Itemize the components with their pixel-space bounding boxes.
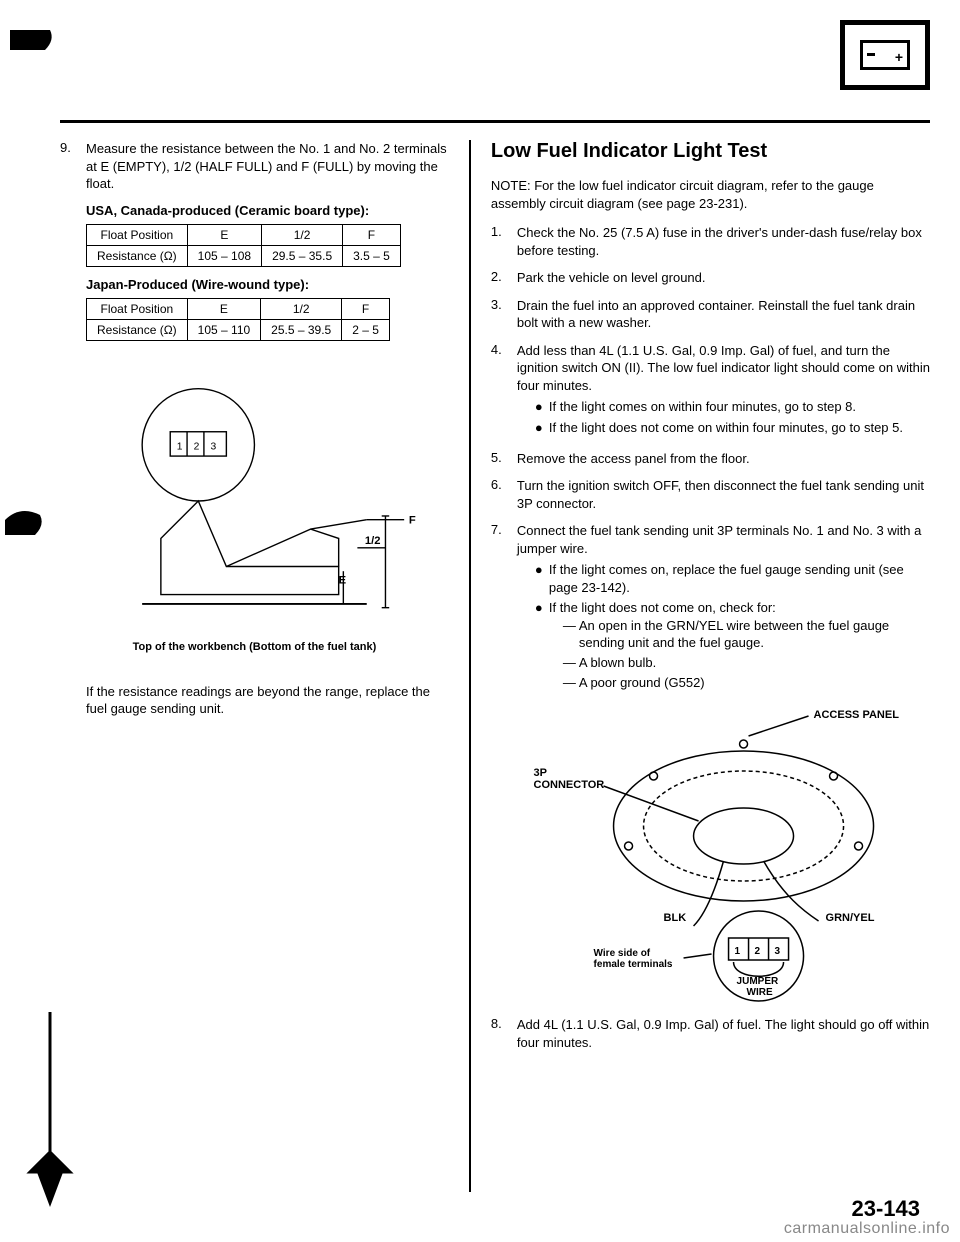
cell: 29.5 – 35.5 [262,245,343,266]
bullet: If the light comes on, replace the fuel … [549,561,930,596]
step-9-text: Measure the resistance between the No. 1… [86,140,449,193]
cell: 1/2 [262,224,343,245]
bullet: If the light does not come on, check for… [549,599,930,693]
step-num: 6. [491,477,517,512]
step-7-lead: Connect the fuel tank sending unit 3P te… [517,523,921,556]
closing-text: If the resistance readings are beyond th… [86,683,449,718]
label-wire-side: Wire side of [593,948,650,959]
jumper-t1: 1 [734,946,740,957]
dash-item: An open in the GRN/YEL wire between the … [579,617,930,652]
top-rule [60,120,930,123]
cell: 25.5 – 39.5 [261,319,342,340]
step-5: 5. Remove the access panel from the floo… [491,450,930,468]
step-text: Connect the fuel tank sending unit 3P te… [517,522,930,696]
terminal-3-label: 3 [210,441,216,452]
label-f: F [409,514,416,526]
step-6: 6. Turn the ignition switch OFF, then di… [491,477,930,512]
cell: E [187,224,261,245]
step-num: 2. [491,269,517,287]
step-num: 7. [491,522,517,696]
terminal-2-label: 2 [194,441,200,452]
jpn-heading: Japan-Produced (Wire-wound type): [86,277,449,292]
cell: 1/2 [261,298,342,319]
step-num: 1. [491,224,517,259]
label-wire-side-2: female terminals [593,959,672,970]
bullet: If the light comes on within four minute… [549,398,856,416]
jumper-t3: 3 [774,946,780,957]
label-e: E [339,574,347,586]
figure-caption: Top of the workbench (Bottom of the fuel… [60,641,449,653]
label-3p-connector: 3P [533,767,546,779]
step-9: 9. Measure the resistance between the No… [60,140,449,193]
table-row: Resistance (Ω) 105 – 108 29.5 – 35.5 3.5… [87,245,401,266]
cell: Resistance (Ω) [87,319,188,340]
cell: F [343,224,401,245]
step-4: 4. Add less than 4L (1.1 U.S. Gal, 0.9 I… [491,342,930,440]
right-column: Low Fuel Indicator Light Test NOTE: For … [469,140,930,1192]
step-text: Remove the access panel from the floor. [517,450,930,468]
cell: 2 – 5 [342,319,390,340]
step-text: Drain the fuel into an approved containe… [517,297,930,332]
label-jumper: JUMPER [736,976,778,987]
step-text: Add 4L (1.1 U.S. Gal, 0.9 Imp. Gal) of f… [517,1016,930,1051]
section-title: Low Fuel Indicator Light Test [491,140,930,163]
label-half: 1/2 [365,535,381,547]
step-3: 3. Drain the fuel into an approved conta… [491,297,930,332]
step-7: 7. Connect the fuel tank sending unit 3P… [491,522,930,696]
step-num: 4. [491,342,517,440]
step-1: 1. Check the No. 25 (7.5 A) fuse in the … [491,224,930,259]
label-access-panel: ACCESS PANEL [813,709,899,721]
usa-heading: USA, Canada-produced (Ceramic board type… [86,203,449,218]
step-text: Park the vehicle on level ground. [517,269,930,287]
cell: 105 – 108 [187,245,261,266]
bullet-lead: If the light does not come on, check for… [549,600,776,615]
label-grnyel: GRN/YEL [825,912,874,924]
table-row: Float Position E 1/2 F [87,298,390,319]
dash-item: A blown bulb. [579,654,656,672]
access-panel-figure: ACCESS PANEL 3P CONNECTOR BLK GRN/YEL 1 [517,706,930,1006]
header-icon: + [840,20,930,90]
label-blk: BLK [663,912,686,924]
binder-mark-icon [25,1012,75,1212]
jpn-table: Float Position E 1/2 F Resistance (Ω) 10… [86,298,390,341]
terminal-1-label: 1 [177,441,183,452]
cell: 3.5 – 5 [343,245,401,266]
step-text: Turn the ignition switch OFF, then disco… [517,477,930,512]
cell: Float Position [87,224,188,245]
dash-item: A poor ground (G552) [579,674,705,692]
jumper-t2: 2 [754,946,760,957]
table-row: Resistance (Ω) 105 – 110 25.5 – 39.5 2 –… [87,319,390,340]
fuel-sender-figure: 1 2 3 F 1/2 E [86,371,423,631]
edge-mark-icon [5,25,55,55]
cell: 105 – 110 [187,319,261,340]
bullet: If the light does not come on within fou… [549,419,903,437]
step-text: Check the No. 25 (7.5 A) fuse in the dri… [517,224,930,259]
label-3p-connector-2: CONNECTOR [533,779,604,791]
edge-mark-icon [0,500,50,550]
table-row: Float Position E 1/2 F [87,224,401,245]
step-8: 8. Add 4L (1.1 U.S. Gal, 0.9 Imp. Gal) o… [491,1016,930,1051]
step-9-num: 9. [60,140,86,193]
step-num: 8. [491,1016,517,1051]
step-4-lead: Add less than 4L (1.1 U.S. Gal, 0.9 Imp.… [517,343,930,393]
page-number: 23-143 [851,1196,920,1222]
step-num: 5. [491,450,517,468]
watermark: carmanualsonline.info [784,1220,950,1238]
cell: Float Position [87,298,188,319]
cell: Resistance (Ω) [87,245,188,266]
step-2: 2. Park the vehicle on level ground. [491,269,930,287]
step-text: Add less than 4L (1.1 U.S. Gal, 0.9 Imp.… [517,342,930,440]
note-text: NOTE: For the low fuel indicator circuit… [491,177,930,212]
label-wire: WIRE [746,987,772,998]
step-num: 3. [491,297,517,332]
left-column: 9. Measure the resistance between the No… [60,140,469,1192]
cell: F [342,298,390,319]
cell: E [187,298,261,319]
usa-table: Float Position E 1/2 F Resistance (Ω) 10… [86,224,401,267]
